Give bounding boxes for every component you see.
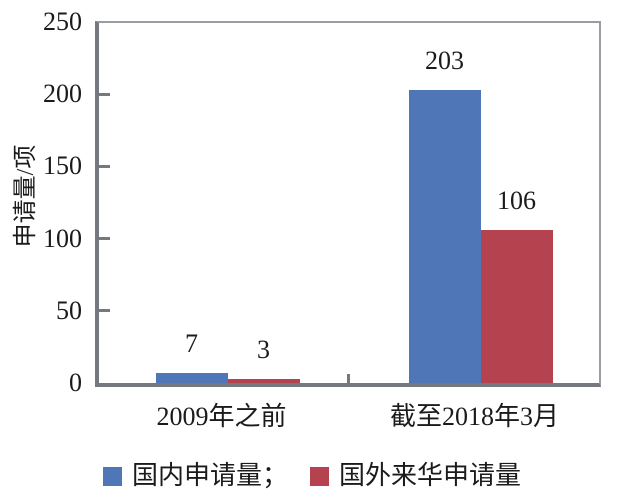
legend-item: 国外来华申请量 xyxy=(310,461,521,491)
legend-swatch-icon xyxy=(102,466,122,486)
y-tick-mark xyxy=(99,92,110,96)
bar-value-label: 3 xyxy=(257,334,270,364)
bar-value-label: 106 xyxy=(497,185,536,215)
legend-item: 国内申请量； xyxy=(102,461,288,491)
y-tick-label: 100 xyxy=(43,223,82,253)
y-tick-mark xyxy=(99,309,110,313)
bar-value-label: 203 xyxy=(425,45,464,75)
y-tick-mark xyxy=(99,237,110,241)
legend-label: 国外来华申请量 xyxy=(339,461,522,490)
legend: 国内申请量； 国外来华申请量 xyxy=(0,460,624,492)
y-tick-label: 200 xyxy=(43,79,82,109)
bar-2009年之前-国外来华申请量 xyxy=(227,378,300,383)
x-boundary-tick xyxy=(346,374,350,383)
y-tick-label: 250 xyxy=(43,7,82,36)
y-tick-label: 0 xyxy=(69,368,82,397)
bar-截至2018年3月-国内申请量 xyxy=(408,89,481,383)
y-tick-label: 50 xyxy=(56,295,82,325)
x-category-label: 2009年之前 xyxy=(156,402,287,431)
x-category-label: 截至2018年3月 xyxy=(389,402,559,431)
bar-截至2018年3月-国外来华申请量 xyxy=(480,229,553,383)
y-tick-label: 150 xyxy=(43,151,82,181)
bar-value-label: 7 xyxy=(185,328,198,358)
legend-swatch-icon xyxy=(310,466,329,486)
bar-2009年之前-国内申请量 xyxy=(155,372,228,383)
y-tick-mark xyxy=(99,164,110,168)
legend-label: 国内申请量； xyxy=(131,461,288,490)
